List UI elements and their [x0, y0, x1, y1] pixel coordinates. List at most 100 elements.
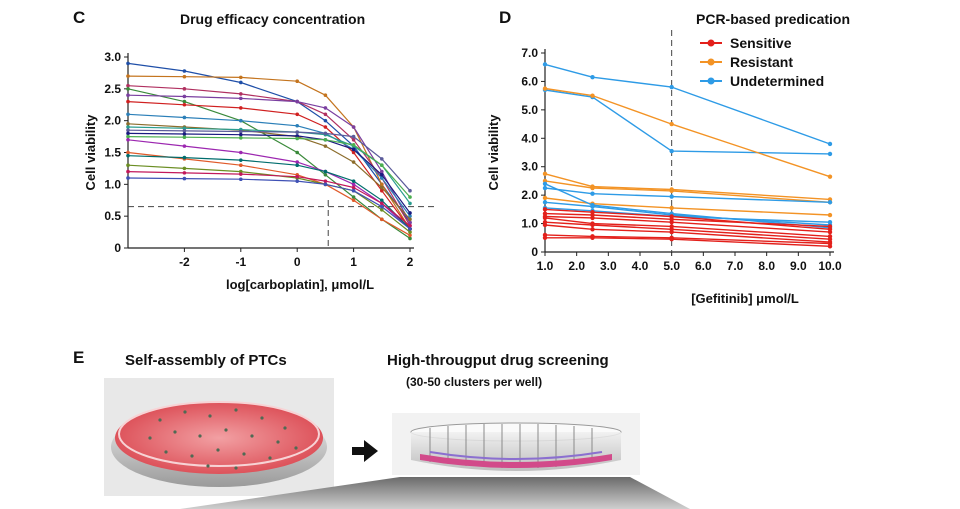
- data-point: [827, 224, 833, 229]
- data-point: [408, 195, 412, 199]
- series-line-15: [127, 155, 411, 230]
- data-point: [295, 163, 300, 168]
- data-point: [126, 87, 130, 91]
- data-point: [239, 129, 243, 134]
- data-point: [182, 132, 187, 136]
- y-tick-label: 2.0: [521, 188, 538, 202]
- data-point: [239, 169, 243, 174]
- data-point: [351, 195, 356, 199]
- series-line-18: [127, 177, 411, 230]
- y-axis-label: Cell viability: [83, 114, 98, 191]
- data-point: [669, 219, 674, 225]
- data-point: [126, 153, 130, 158]
- data-point: [669, 188, 674, 194]
- data-point: [408, 217, 412, 222]
- series-line-10: [127, 129, 411, 192]
- series-line-4: [544, 173, 831, 201]
- series-line-8: [127, 123, 411, 220]
- legend-marker-sensitive: [707, 39, 715, 47]
- data-point: [542, 200, 548, 205]
- series-line-1: [544, 63, 831, 145]
- data-point: [590, 222, 595, 228]
- data-point: [295, 99, 300, 104]
- data-point: [239, 96, 243, 101]
- data-point: [380, 157, 384, 161]
- data-point: [126, 74, 130, 78]
- data-point: [323, 131, 328, 136]
- data-point: [239, 132, 243, 137]
- series-line-15: [544, 221, 831, 240]
- data-point: [295, 134, 300, 138]
- data-point: [408, 211, 412, 215]
- panel-e-left-title: Self-assembly of PTCs: [125, 352, 287, 369]
- data-point: [827, 200, 833, 205]
- data-point: [408, 201, 412, 206]
- x-tick-label: 8.0: [758, 259, 775, 273]
- x-tick-label: 7.0: [727, 259, 744, 273]
- data-point: [542, 62, 548, 67]
- zoom-funnel-shape: [180, 477, 690, 509]
- data-point: [182, 69, 187, 73]
- data-point: [295, 174, 300, 179]
- data-point: [126, 128, 130, 133]
- legend-marker-resistant: [707, 58, 715, 66]
- data-point: [182, 115, 187, 120]
- x-tick-label: 3.0: [600, 259, 617, 273]
- y-tick-label: 0.5: [104, 209, 121, 223]
- data-point: [590, 74, 595, 80]
- data-point: [126, 137, 130, 142]
- series-line-7: [127, 113, 411, 217]
- data-point: [827, 141, 833, 147]
- data-point: [295, 79, 300, 83]
- data-point: [182, 135, 187, 140]
- data-point: [239, 118, 243, 123]
- data-point: [542, 86, 548, 91]
- data-point: [669, 205, 674, 211]
- data-point: [542, 181, 548, 186]
- data-point: [182, 171, 187, 175]
- data-point: [323, 182, 328, 187]
- panel-d-letter: D: [499, 8, 512, 27]
- y-axis-label: Cell viability: [486, 114, 501, 191]
- petri-dish-image: [104, 378, 334, 496]
- panel-c-title: Drug efficacy concentration: [180, 11, 366, 27]
- data-point: [182, 99, 187, 104]
- data-point: [126, 83, 130, 88]
- data-point: [827, 212, 833, 218]
- data-point: [295, 160, 300, 164]
- series-line-5: [127, 94, 411, 223]
- data-point: [590, 235, 595, 240]
- data-point: [323, 118, 328, 123]
- x-tick-label: 2: [407, 255, 414, 269]
- data-point: [408, 220, 412, 225]
- data-point: [380, 185, 384, 190]
- data-point: [542, 171, 548, 177]
- data-point: [182, 166, 187, 171]
- data-point: [239, 177, 243, 182]
- data-point: [380, 176, 384, 180]
- x-axis-label: [Gefitinib] μmol/L: [691, 291, 799, 306]
- data-point: [295, 136, 300, 141]
- series-line-6: [544, 197, 831, 216]
- data-point: [542, 235, 548, 240]
- series-line-16: [544, 224, 831, 243]
- data-point: [323, 144, 328, 148]
- data-point: [351, 185, 356, 190]
- data-point: [126, 150, 130, 155]
- series-line-2: [544, 89, 831, 155]
- data-point: [323, 106, 328, 110]
- data-point: [182, 87, 187, 91]
- data-point: [126, 176, 130, 180]
- data-point: [351, 198, 356, 203]
- y-tick-label: 7.0: [521, 46, 538, 60]
- data-point: [380, 198, 384, 203]
- x-tick-label: 1: [350, 255, 357, 269]
- data-point: [542, 207, 548, 212]
- data-point: [126, 61, 130, 66]
- series-line-1: [127, 62, 411, 223]
- data-point: [408, 233, 412, 238]
- series-line-5: [544, 180, 831, 203]
- series-line-14: [127, 151, 411, 236]
- data-point: [542, 215, 548, 221]
- series-line-2: [127, 75, 411, 230]
